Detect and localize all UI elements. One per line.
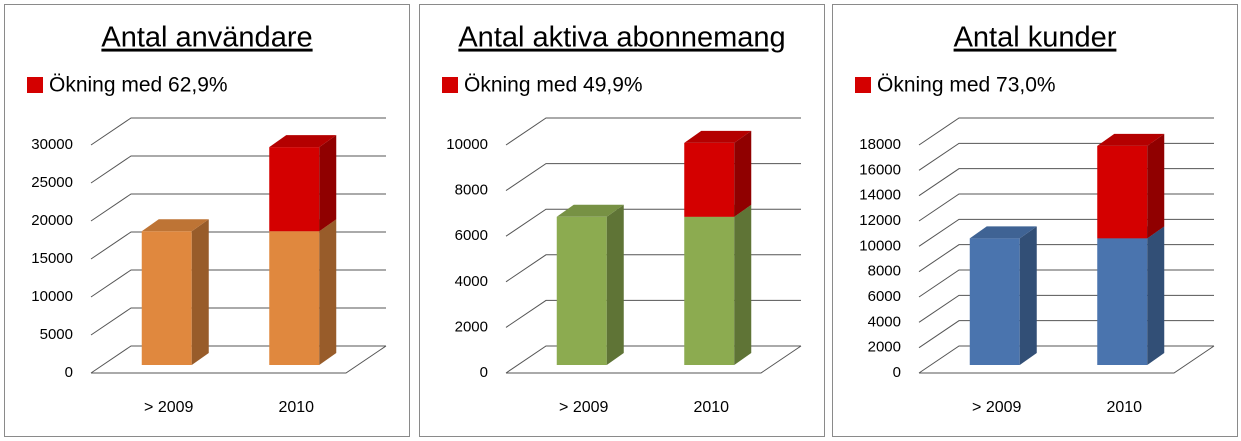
y-tick-label: 12000 [859,212,901,229]
x-tick-label: 2010 [1106,399,1142,416]
bar [684,204,752,365]
y-tick-label: 2000 [455,318,488,335]
grid-line [90,155,386,184]
grid-line [505,117,801,146]
grid-line [90,307,386,336]
bar [556,204,624,365]
bar [969,226,1037,365]
y-tick-label: 0 [65,364,73,381]
chart-title: Antal användare [101,22,312,54]
y-tick-label: 16000 [859,161,901,178]
grid-line [918,345,1214,374]
chart-panel: Antal användare Ökning med 62,9% 0 5000 1000… [4,4,410,437]
bar [269,219,337,365]
y-tick-label: 6000 [868,288,901,305]
grid-line [90,345,386,374]
chart-title: Antal aktiva abonnemang [458,22,785,54]
x-tick-label: > 2009 [559,399,608,416]
legend-swatch [442,77,458,93]
y-tick-label: 20000 [31,212,73,229]
bar [1097,226,1165,365]
legend-swatch [855,77,871,93]
grid-line [918,117,1214,146]
y-tick-label: 4000 [868,313,901,330]
legend-label: Ökning med 49,9% [464,74,643,97]
grid-line [918,294,1214,323]
grid-line [90,269,386,298]
y-tick-label: 10000 [31,288,73,305]
floor [91,345,387,374]
chart-title: Antal kunder [954,22,1117,54]
y-tick-label: 0 [893,364,901,381]
y-tick-label: 14000 [859,187,901,204]
grid-line [918,269,1214,298]
grid-line [918,244,1214,273]
chart: Antal aktiva abonnemang Ökning med 49,9% 0… [442,22,802,416]
x-tick-label: 2010 [278,399,314,416]
y-tick-label: 30000 [31,136,73,153]
grid-line [918,320,1214,349]
y-tick-label: 18000 [859,136,901,153]
y-tick-label: 6000 [455,227,488,244]
floor [919,345,1215,374]
legend-label: Ökning med 62,9% [49,74,228,97]
chart: Antal kunder Ökning med 73,0% 0 2000 4000 600… [855,22,1215,416]
legend-swatch [27,77,43,93]
y-tick-label: 5000 [40,326,73,343]
grid-line [918,218,1214,247]
grid-line [918,193,1214,222]
chart: Antal användare Ökning med 62,9% 0 5000 1000… [27,22,387,416]
y-tick-label: 4000 [455,273,488,290]
bar [684,130,752,217]
floor [506,345,802,374]
grid-line [505,254,801,283]
bar [141,219,209,365]
y-tick-label: 8000 [455,182,488,199]
x-tick-label: > 2009 [972,399,1021,416]
grid-line [505,299,801,328]
chart-panel: Antal aktiva abonnemang Ökning med 49,9% 0… [419,4,825,437]
x-tick-label: > 2009 [144,399,193,416]
y-tick-label: 8000 [868,263,901,280]
bar [1097,133,1165,239]
y-tick-label: 25000 [31,174,73,191]
grid-line [90,231,386,260]
bar [269,135,337,232]
grid-line [505,208,801,237]
legend-label: Ökning med 73,0% [877,74,1056,97]
y-tick-label: 0 [480,364,488,381]
grid-line [505,345,801,374]
x-tick-label: 2010 [693,399,729,416]
grid-line [90,193,386,222]
y-tick-label: 10000 [859,237,901,254]
chart-panel: Antal kunder Ökning med 73,0% 0 2000 4000 600… [832,4,1238,437]
grid-line [918,168,1214,197]
y-tick-label: 15000 [31,250,73,267]
y-tick-label: 10000 [446,136,488,153]
grid-line [918,142,1214,171]
grid-line [90,117,386,146]
grid-line [505,163,801,192]
y-tick-label: 2000 [868,339,901,356]
